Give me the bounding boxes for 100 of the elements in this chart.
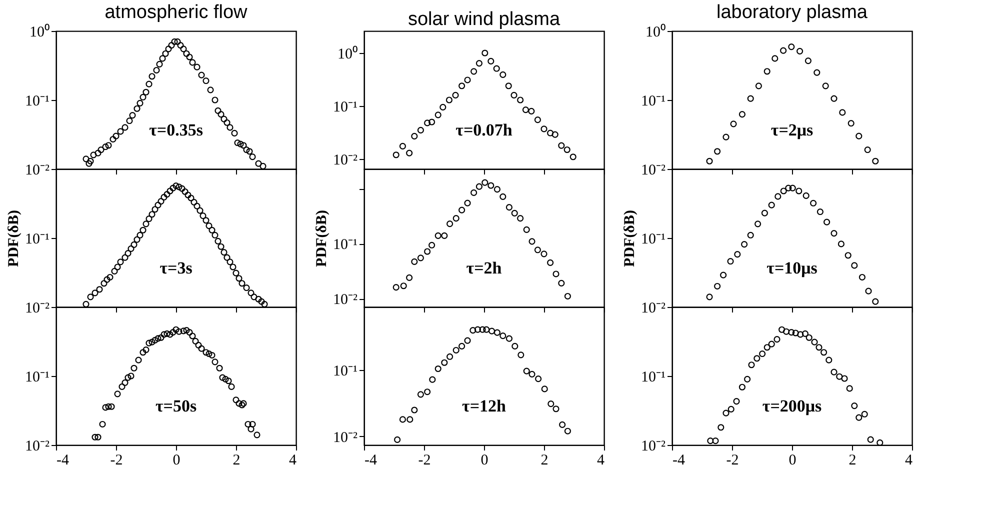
point [146,80,152,88]
point [856,132,862,140]
point [872,298,879,305]
point [392,284,400,291]
point [774,336,780,343]
point [540,126,548,132]
point [243,146,250,154]
point [135,356,142,364]
point [158,334,164,341]
point [434,232,442,239]
point [802,330,808,337]
y-tick-label: 10⁻² [333,430,358,446]
x-tick-label: -4 [364,452,378,468]
point [446,96,452,104]
point [836,373,843,380]
point [236,400,242,407]
point [816,344,822,351]
point [400,282,407,290]
point [797,331,804,338]
point [839,109,846,116]
point [124,374,132,381]
point [844,252,852,259]
point [764,344,770,351]
point [522,106,529,114]
point [851,262,858,269]
point [428,242,436,248]
point [458,82,466,90]
point [559,421,566,428]
point [470,327,476,334]
point [733,398,740,405]
point [446,353,454,360]
point [196,207,204,214]
point [104,276,110,283]
point [140,349,146,356]
x-tick-label: 2 [848,452,856,468]
point [102,404,109,411]
point [846,385,853,392]
point [830,95,838,102]
point [528,108,535,114]
point [225,378,232,384]
point [182,188,188,195]
point [246,148,253,155]
point [134,236,140,243]
point [202,349,210,356]
y-tick-label: 10⁻¹ [333,100,358,116]
y-tick-label: 10⁻² [25,300,50,316]
point [778,326,786,333]
point [744,376,751,382]
point [224,254,230,261]
point [824,218,830,226]
y-tick-label: 10⁻¹ [641,232,666,248]
point [231,130,238,137]
point [479,326,486,333]
point [111,268,118,275]
point [180,328,187,334]
point [780,188,787,194]
point [820,349,828,356]
point [411,132,418,140]
point [464,200,471,206]
point [228,383,235,390]
point [564,428,571,434]
point [202,77,210,84]
point [534,116,541,124]
point [441,232,448,239]
point [142,346,150,354]
point [718,424,724,431]
point [856,414,862,421]
point [250,294,258,300]
chart-title: atmospheric flow [104,2,248,23]
point [768,202,775,208]
point [714,148,721,155]
point [494,186,500,193]
point [220,249,228,256]
annotation: τ=3s [160,258,193,278]
point [98,146,104,154]
point [160,331,168,338]
point [464,76,471,84]
point [186,329,193,336]
point [112,132,120,140]
point [500,193,506,200]
point [156,60,163,68]
point [759,350,766,358]
point [122,124,128,131]
point [488,58,494,65]
point [226,258,234,266]
point [826,356,832,364]
point [82,300,90,308]
point [814,69,820,76]
point [255,160,262,167]
point [411,258,418,265]
point [754,220,762,228]
annotation: τ=0.07h [456,120,513,140]
point [802,192,810,199]
point [128,245,134,252]
y-tick-label: 10⁻² [641,300,666,316]
point [176,184,182,190]
point [166,331,174,338]
point [237,140,244,148]
point [523,226,530,233]
y-tick-label: 10⁻¹ [641,370,666,386]
